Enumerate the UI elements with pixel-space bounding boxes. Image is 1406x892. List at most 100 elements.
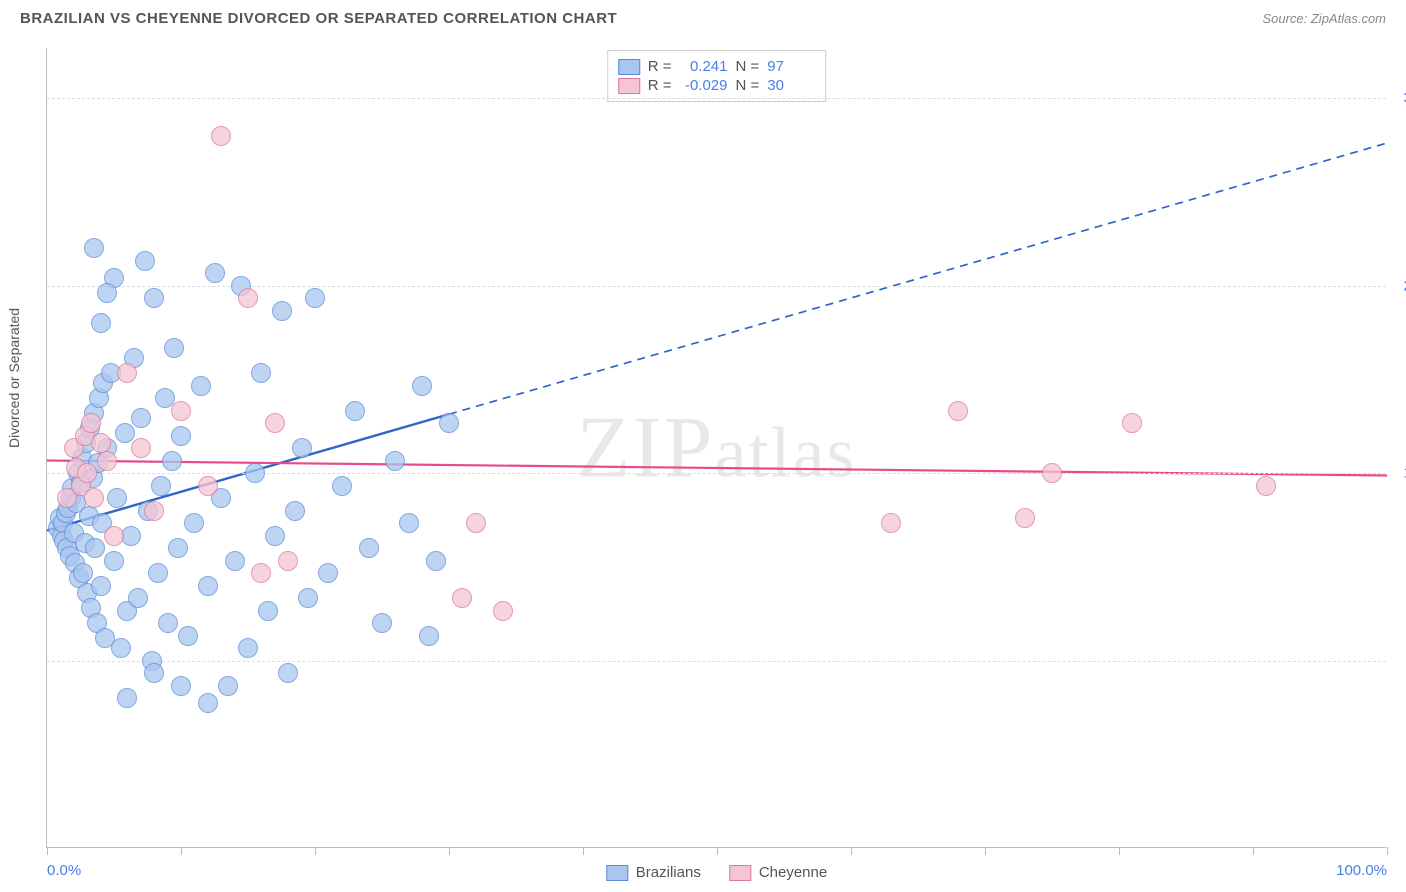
scatter-point bbox=[265, 413, 285, 433]
scatter-point bbox=[493, 601, 513, 621]
scatter-point bbox=[278, 663, 298, 683]
scatter-point bbox=[81, 413, 101, 433]
scatter-point bbox=[238, 288, 258, 308]
scatter-point bbox=[1042, 463, 1062, 483]
x-tick bbox=[449, 847, 450, 855]
scatter-point bbox=[225, 551, 245, 571]
chart-plot-area: ZIPatlas R =0.241N =97R =-0.029N =30 Bra… bbox=[46, 48, 1386, 848]
scatter-point bbox=[104, 551, 124, 571]
scatter-point bbox=[1256, 476, 1276, 496]
legend-swatch bbox=[729, 865, 751, 881]
scatter-point bbox=[115, 423, 135, 443]
legend-series-label: Cheyenne bbox=[759, 864, 827, 881]
scatter-point bbox=[111, 638, 131, 658]
scatter-point bbox=[171, 676, 191, 696]
scatter-point bbox=[97, 283, 117, 303]
scatter-point bbox=[332, 476, 352, 496]
x-tick bbox=[181, 847, 182, 855]
scatter-point bbox=[131, 438, 151, 458]
scatter-point bbox=[91, 313, 111, 333]
scatter-point bbox=[412, 376, 432, 396]
scatter-point bbox=[73, 563, 93, 583]
scatter-point bbox=[1015, 508, 1035, 528]
scatter-point bbox=[238, 638, 258, 658]
scatter-point bbox=[144, 663, 164, 683]
scatter-point bbox=[211, 126, 231, 146]
scatter-point bbox=[104, 526, 124, 546]
legend-correlation-row: R =0.241N =97 bbox=[618, 57, 816, 76]
scatter-point bbox=[84, 488, 104, 508]
scatter-point bbox=[198, 693, 218, 713]
legend-r-label: R = bbox=[648, 58, 672, 75]
x-tick bbox=[1253, 847, 1254, 855]
scatter-point bbox=[1122, 413, 1142, 433]
legend-r-value: -0.029 bbox=[680, 77, 728, 94]
scatter-point bbox=[345, 401, 365, 421]
legend-swatch bbox=[618, 59, 640, 75]
scatter-point bbox=[265, 526, 285, 546]
scatter-point bbox=[148, 563, 168, 583]
scatter-point bbox=[278, 551, 298, 571]
y-tick-label: 30.0% bbox=[1396, 90, 1406, 107]
y-tick-label: 7.5% bbox=[1396, 652, 1406, 669]
grid-line bbox=[47, 98, 1386, 99]
scatter-point bbox=[205, 263, 225, 283]
scatter-point bbox=[128, 588, 148, 608]
scatter-point bbox=[251, 563, 271, 583]
legend-series-item: Brazilians bbox=[606, 864, 701, 881]
x-tick-label: 100.0% bbox=[1336, 862, 1387, 879]
legend-correlation-box: R =0.241N =97R = -0.029 N = 30 bbox=[607, 50, 827, 102]
x-tick bbox=[985, 847, 986, 855]
watermark-text: ZIPatlas bbox=[577, 397, 857, 498]
scatter-point bbox=[91, 576, 111, 596]
x-tick bbox=[315, 847, 316, 855]
scatter-point bbox=[191, 376, 211, 396]
legend-series-label: Brazilians bbox=[636, 864, 701, 881]
x-tick-label: 0.0% bbox=[47, 862, 81, 879]
scatter-point bbox=[164, 338, 184, 358]
legend-n-label: N = bbox=[736, 77, 760, 94]
legend-series-item: Cheyenne bbox=[729, 864, 827, 881]
y-tick-label: 15.0% bbox=[1396, 465, 1406, 482]
grid-line bbox=[47, 661, 1386, 662]
legend-swatch bbox=[618, 78, 640, 94]
x-tick bbox=[717, 847, 718, 855]
scatter-point bbox=[466, 513, 486, 533]
scatter-point bbox=[318, 563, 338, 583]
scatter-point bbox=[948, 401, 968, 421]
scatter-point bbox=[452, 588, 472, 608]
scatter-point bbox=[198, 476, 218, 496]
scatter-point bbox=[385, 451, 405, 471]
chart-title: BRAZILIAN VS CHEYENNE DIVORCED OR SEPARA… bbox=[20, 10, 617, 27]
legend-n-value: 30 bbox=[767, 77, 815, 94]
legend-n-value: 97 bbox=[767, 58, 815, 75]
scatter-point bbox=[107, 488, 127, 508]
legend-r-label: R = bbox=[648, 77, 672, 94]
scatter-point bbox=[251, 363, 271, 383]
scatter-point bbox=[144, 288, 164, 308]
scatter-point bbox=[117, 688, 137, 708]
legend-correlation-row: R = -0.029 N = 30 bbox=[618, 76, 816, 95]
source-attribution: Source: ZipAtlas.com bbox=[1262, 11, 1386, 26]
scatter-point bbox=[305, 288, 325, 308]
x-tick bbox=[1119, 847, 1120, 855]
scatter-point bbox=[419, 626, 439, 646]
scatter-point bbox=[151, 476, 171, 496]
scatter-point bbox=[272, 301, 292, 321]
x-tick bbox=[1387, 847, 1388, 855]
scatter-point bbox=[84, 238, 104, 258]
scatter-point bbox=[171, 401, 191, 421]
scatter-point bbox=[298, 588, 318, 608]
scatter-point bbox=[881, 513, 901, 533]
scatter-point bbox=[285, 501, 305, 521]
x-tick bbox=[851, 847, 852, 855]
scatter-point bbox=[426, 551, 446, 571]
x-tick bbox=[47, 847, 48, 855]
scatter-point bbox=[292, 438, 312, 458]
scatter-point bbox=[171, 426, 191, 446]
scatter-point bbox=[131, 408, 151, 428]
legend-series-box: Brazilians Cheyenne bbox=[606, 864, 827, 881]
scatter-point bbox=[258, 601, 278, 621]
scatter-point bbox=[399, 513, 419, 533]
scatter-point bbox=[245, 463, 265, 483]
